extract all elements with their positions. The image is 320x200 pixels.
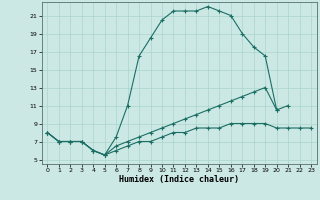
X-axis label: Humidex (Indice chaleur): Humidex (Indice chaleur) (119, 175, 239, 184)
